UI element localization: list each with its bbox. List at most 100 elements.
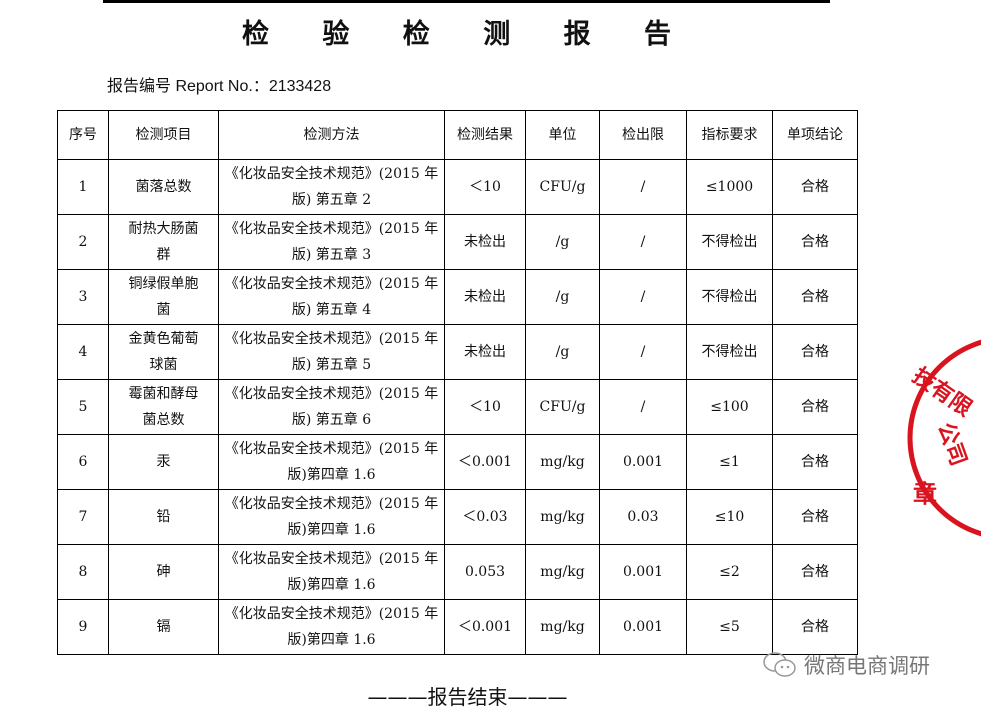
table-cell: 《化妆品安全技术规范》(2015 年版)第四章 1.6 [218, 489, 445, 545]
table-cell: 2 [57, 214, 109, 270]
table-cell: ≤1 [686, 434, 773, 490]
table-row: 4 金黄色葡萄球菌 《化妆品安全技术规范》(2015 年版) 第五章 5 未检出/g /… [57, 324, 858, 380]
table-cell: CFU/g [525, 379, 600, 435]
table-header: 序号 检测项目 检测方法 检测结果 单位 检出限 指标要求 单项结论 [57, 110, 858, 160]
table-cell: 《化妆品安全技术规范》(2015 年版)第四章 1.6 [218, 544, 445, 600]
svg-text:章: 章 [913, 480, 937, 508]
table-row: 1 菌落总数 《化妆品安全技术规范》(2015 年版) 第五章 2 ＜10 CFU/g /… [57, 159, 858, 215]
table-cell: /g [525, 214, 600, 270]
table-cell: 0.001 [599, 434, 687, 490]
table-cell: ＜10 [444, 159, 526, 215]
report-end: ———报告结束——— [367, 685, 568, 709]
table-cell: ≤100 [686, 379, 773, 435]
table-cell: 不得检出 [686, 324, 773, 380]
column-header: 检出限 [599, 110, 687, 160]
table-row: 7 铅《化妆品安全技术规范》(2015 年版)第四章 1.6 ＜0.03 mg/kg 0… [57, 489, 858, 545]
table-cell: 不得检出 [686, 269, 773, 325]
table-cell: / [599, 379, 687, 435]
table-cell: 未检出 [444, 214, 526, 270]
table-cell: /g [525, 269, 600, 325]
table-cell: 1 [57, 159, 109, 215]
table-row: 9 镉《化妆品安全技术规范》(2015 年版)第四章 1.6 ＜0.001 mg/kg… [57, 599, 858, 655]
table-cell: ＜10 [444, 379, 526, 435]
table-cell: 3 [57, 269, 109, 325]
table-cell: 0.001 [599, 544, 687, 600]
table-cell: 菌落总数 [108, 159, 219, 215]
table-cell: ≤2 [686, 544, 773, 600]
table-cell: 不得检出 [686, 214, 773, 270]
table-row: 8 砷《化妆品安全技术规范》(2015 年版)第四章 1.6 0.053 mg/kg 0… [57, 544, 858, 600]
svg-text:技有限: 技有限 [908, 363, 977, 422]
table-cell: mg/kg [525, 599, 600, 655]
table-cell: mg/kg [525, 489, 600, 545]
table-cell: 0.001 [599, 599, 687, 655]
table-cell: 8 [57, 544, 109, 600]
table-cell: ＜0.03 [444, 489, 526, 545]
table-cell: 霉菌和酵母菌总数 [108, 379, 219, 435]
table-cell: 9 [57, 599, 109, 655]
column-header: 序号 [57, 110, 109, 160]
table-cell: 未检出 [444, 269, 526, 325]
svg-text:公司: 公司 [932, 419, 971, 469]
table-cell: mg/kg [525, 434, 600, 490]
top-rule [103, 0, 830, 3]
column-header: 检测项目 [108, 110, 219, 160]
table-cell: mg/kg [525, 544, 600, 600]
table-cell: 合格 [772, 489, 858, 545]
column-header: 指标要求 [686, 110, 773, 160]
table-cell: 合格 [772, 599, 858, 655]
company-seal: 技有限 公司 章 [907, 339, 981, 537]
table-cell: 金黄色葡萄球菌 [108, 324, 219, 380]
table-cell: 0.053 [444, 544, 526, 600]
table-cell: 《化妆品安全技术规范》(2015 年版) 第五章 6 [218, 379, 445, 435]
table-cell: / [599, 324, 687, 380]
table-cell: 合格 [772, 544, 858, 600]
table-cell: 合格 [772, 159, 858, 215]
results-table: 序号 检测项目 检测方法 检测结果 单位 检出限 指标要求 单项结论 1 菌落总数 《化妆品安全技… [57, 110, 858, 655]
table-cell: 7 [57, 489, 109, 545]
table-cell: 合格 [772, 214, 858, 270]
table-cell: / [599, 159, 687, 215]
table-cell: 5 [57, 379, 109, 435]
table-cell: ≤5 [686, 599, 773, 655]
table-cell: ＜0.001 [444, 599, 526, 655]
report-number: 报告编号 Report No.：2133428 [107, 78, 332, 95]
table-cell: 未检出 [444, 324, 526, 380]
table-cell: 《化妆品安全技术规范》(2015 年版) 第五章 5 [218, 324, 445, 380]
watermark-text: 微商电商调研 [804, 654, 930, 678]
table-cell: 耐热大肠菌群 [108, 214, 219, 270]
table-cell: 4 [57, 324, 109, 380]
table-cell: / [599, 214, 687, 270]
table-cell: / [599, 269, 687, 325]
table-cell: ≤1000 [686, 159, 773, 215]
column-header: 单项结论 [772, 110, 858, 160]
table-cell: 《化妆品安全技术规范》(2015 年版)第四章 1.6 [218, 599, 445, 655]
table-cell: 合格 [772, 269, 858, 325]
column-header: 单位 [525, 110, 600, 160]
table-cell: 《化妆品安全技术规范》(2015 年版) 第五章 3 [218, 214, 445, 270]
table-cell: 合格 [772, 434, 858, 490]
wechat-icon [763, 652, 796, 677]
table-row: 2 耐热大肠菌群 《化妆品安全技术规范》(2015 年版) 第五章 3 未检出/g / 不… [57, 214, 858, 270]
table-cell: 6 [57, 434, 109, 490]
watermark: 微商电商调研 [762, 650, 930, 680]
column-header: 检测方法 [218, 110, 445, 160]
table-cell: /g [525, 324, 600, 380]
table-cell: 《化妆品安全技术规范》(2015 年版) 第五章 4 [218, 269, 445, 325]
column-header: 检测结果 [444, 110, 526, 160]
table-cell: 镉 [108, 599, 219, 655]
table-cell: ＜0.001 [444, 434, 526, 490]
table-cell: 0.03 [599, 489, 687, 545]
table-cell: 《化妆品安全技术规范》(2015 年版) 第五章 2 [218, 159, 445, 215]
page-title: 检 验 检 测 报 告 [242, 19, 693, 50]
table-row: 3 铜绿假单胞菌 《化妆品安全技术规范》(2015 年版) 第五章 4 未检出/g / 不… [57, 269, 858, 325]
table-cell: 铜绿假单胞菌 [108, 269, 219, 325]
table-row: 5 霉菌和酵母菌总数 《化妆品安全技术规范》(2015 年版) 第五章 6 ＜10 CF… [57, 379, 858, 435]
table-cell: 砷 [108, 544, 219, 600]
table-cell: 《化妆品安全技术规范》(2015 年版)第四章 1.6 [218, 434, 445, 490]
table-cell: CFU/g [525, 159, 600, 215]
table-row: 6 汞《化妆品安全技术规范》(2015 年版)第四章 1.6 ＜0.001 mg/kg… [57, 434, 858, 490]
table-cell: 汞 [108, 434, 219, 490]
table-cell: ≤10 [686, 489, 773, 545]
table-cell: 合格 [772, 324, 858, 380]
